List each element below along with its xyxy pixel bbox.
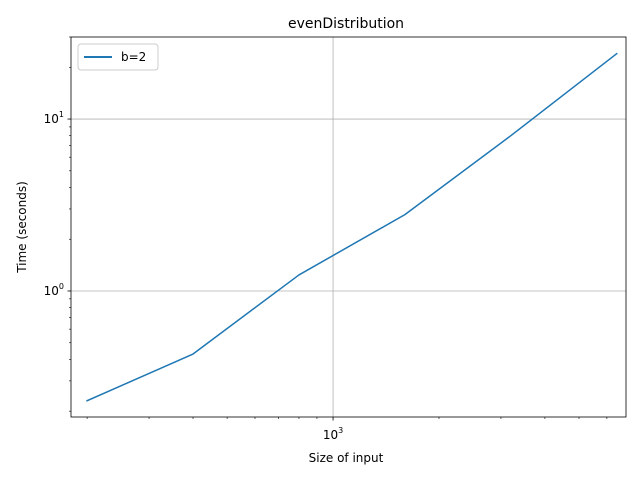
chart-title: evenDistribution <box>288 16 404 32</box>
plot-frame <box>70 36 627 418</box>
x-axis-label: Size of input <box>309 451 384 465</box>
y-tick-label: 100 <box>44 282 64 298</box>
tick-labels: 103 100 101 <box>44 110 344 442</box>
y-tick-label: 101 <box>44 110 64 126</box>
major-ticks <box>67 118 334 421</box>
series-line-1 <box>86 52 618 402</box>
legend: b=2 <box>77 43 159 71</box>
legend-label-series-1: b=2 <box>121 50 146 64</box>
legend-box <box>77 43 159 71</box>
x-tick-label: 103 <box>323 426 343 442</box>
y-axis-label: Time (seconds) <box>15 181 29 274</box>
series-layer <box>86 52 618 402</box>
